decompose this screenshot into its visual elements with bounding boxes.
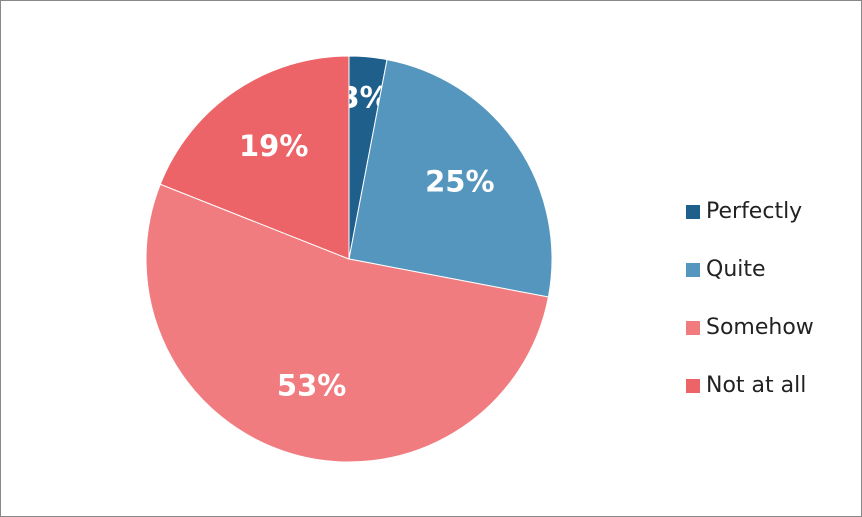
- legend-swatch: [686, 205, 700, 219]
- data-label: 19%: [239, 129, 308, 163]
- legend-label: Somehow: [706, 315, 814, 340]
- legend-label: Not at all: [706, 373, 806, 398]
- data-label: 25%: [425, 165, 494, 199]
- pie-slice: [348, 59, 553, 298]
- legend-label: Quite: [706, 257, 766, 282]
- pie-slice: [145, 183, 549, 463]
- legend-swatch: [686, 321, 700, 335]
- legend-swatch: [686, 263, 700, 277]
- data-label: 53%: [277, 369, 346, 403]
- legend-label: Perfectly: [706, 199, 802, 224]
- legend-swatch: [686, 379, 700, 393]
- pie-slice: [159, 55, 350, 260]
